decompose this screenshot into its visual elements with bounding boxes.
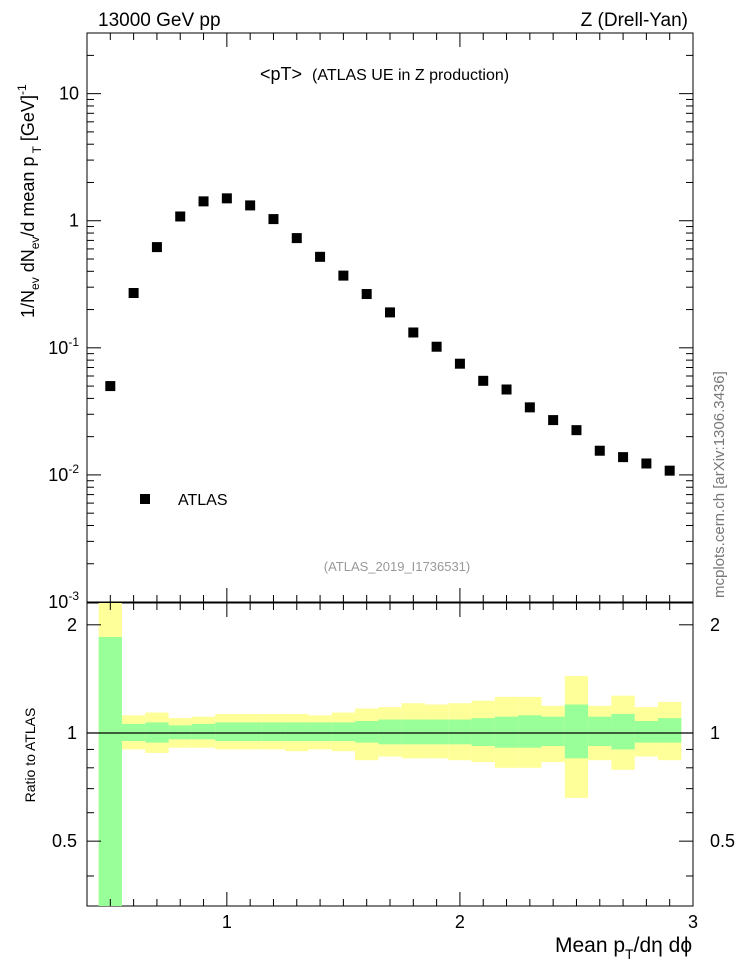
stat-band-bin <box>355 720 379 743</box>
y-tick-label: 10-2 <box>48 462 79 485</box>
ratio-y-tick-label: 2 <box>67 615 77 635</box>
data-point <box>478 375 489 386</box>
legend-marker <box>140 494 150 504</box>
data-point <box>431 341 442 352</box>
data-point <box>268 214 279 225</box>
y-tick-label: 10-1 <box>48 335 79 358</box>
data-point <box>594 445 605 456</box>
stat-band-bin <box>168 725 192 740</box>
data-point <box>338 270 349 281</box>
stat-band-bin <box>541 716 565 746</box>
ratio-y-tick-label-right: 0.5 <box>710 831 735 851</box>
stat-band-bin <box>424 719 449 745</box>
main-plot-frame <box>86 32 694 603</box>
stat-band-bin <box>191 723 216 740</box>
ratio-bands <box>87 603 693 906</box>
data-point <box>315 251 326 262</box>
data-point <box>408 327 419 338</box>
data-point <box>664 465 675 476</box>
y-tick-label: 1 <box>69 211 79 231</box>
data-point <box>548 415 559 426</box>
stat-band-bin <box>308 722 332 741</box>
y-tick-label: 10-3 <box>48 589 79 612</box>
data-point <box>221 193 232 204</box>
ratio-y-tick-label-right: 1 <box>710 723 720 743</box>
stat-band-bin <box>611 713 635 750</box>
data-point <box>524 402 535 413</box>
stat-band-bin <box>634 720 659 743</box>
data-point <box>641 458 652 469</box>
plot-subtitle: (ATLAS UE in Z production) <box>312 67 509 84</box>
stat-band-bin <box>261 722 286 741</box>
data-point <box>291 233 302 244</box>
analysis-id: (ATLAS_2019_I1736531) <box>324 559 470 574</box>
stat-band-bin <box>331 722 356 741</box>
stat-band-bin <box>564 704 589 759</box>
stat-band-bin <box>215 722 239 741</box>
main-axis-ticks: 10-3 10-2 10-1 1 10 <box>48 32 694 612</box>
ratio-y-tick-label: 0.5 <box>52 831 77 851</box>
stat-band-bin <box>658 718 682 743</box>
stat-band-bin <box>518 715 542 748</box>
data-point <box>151 242 162 253</box>
ratio-ylabel: Ratio to ATLAS <box>22 708 38 803</box>
xlabel: Mean pT/dη dϕ <box>555 934 692 962</box>
data-point <box>361 289 372 300</box>
data-point <box>245 200 256 211</box>
stat-band-bin <box>378 719 402 745</box>
stat-band-bin <box>238 722 262 741</box>
stat-band-bin <box>448 719 472 745</box>
x-tick-label: 1 <box>222 912 232 932</box>
x-tick-label: 3 <box>688 912 698 932</box>
plot-title: <pT> <box>260 64 302 84</box>
data-point <box>175 211 186 222</box>
data-point <box>454 358 465 369</box>
legend-label: ATLAS <box>178 492 228 509</box>
stat-band-bin <box>285 722 309 741</box>
main-data-points <box>105 193 675 476</box>
main-ylabel: 1/Nev dNev/d mean p T [GeV]-1 <box>15 84 44 318</box>
header-left: 13000 GeV pp <box>98 10 221 31</box>
stat-band-bin <box>494 716 519 748</box>
header-right: Z (Drell-Yan) <box>581 10 688 31</box>
ratio-axis-ticks: 1 2 3 0.5 0.5 1 1 2 2 <box>52 603 735 932</box>
stat-band-bin <box>471 718 495 746</box>
data-point <box>198 196 209 207</box>
stat-band-bin <box>401 719 425 745</box>
data-point <box>128 287 139 298</box>
data-point <box>105 381 116 392</box>
side-label: mcplots.cern.ch [arXiv:1306.3436] <box>711 371 728 598</box>
data-point <box>571 425 582 436</box>
y-tick-label: 10 <box>59 84 79 104</box>
stat-band-bin <box>98 636 122 906</box>
stat-band-bin <box>588 716 612 746</box>
x-tick-label: 2 <box>455 912 465 932</box>
data-point <box>501 384 512 395</box>
data-point <box>385 307 395 318</box>
ratio-y-tick-label: 1 <box>67 723 77 743</box>
data-point <box>618 452 629 463</box>
ratio-y-tick-label-right: 2 <box>710 615 720 635</box>
